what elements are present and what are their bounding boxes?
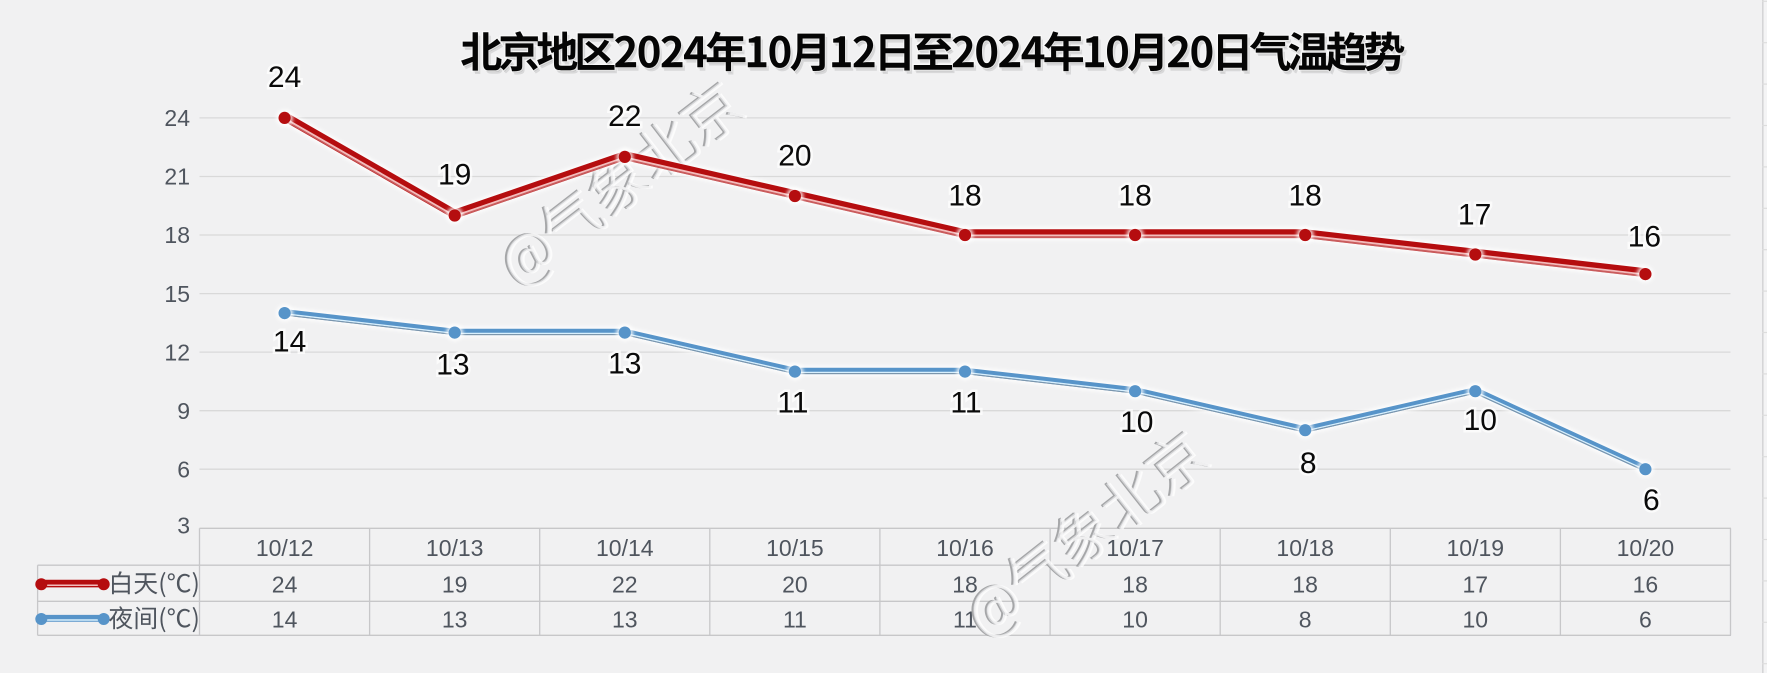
svg-text:10/17: 10/17 <box>1106 535 1164 561</box>
svg-text:10: 10 <box>1120 406 1153 439</box>
svg-text:13: 13 <box>436 349 469 382</box>
svg-text:24: 24 <box>164 105 190 131</box>
svg-text:18: 18 <box>1118 179 1151 212</box>
svg-text:10: 10 <box>1122 606 1148 632</box>
svg-text:18: 18 <box>952 571 978 597</box>
svg-text:13: 13 <box>612 606 638 632</box>
svg-text:17: 17 <box>1463 571 1489 597</box>
svg-text:22: 22 <box>612 571 638 597</box>
svg-text:19: 19 <box>438 159 471 192</box>
svg-text:18: 18 <box>1289 179 1322 212</box>
svg-text:11: 11 <box>783 606 807 632</box>
svg-text:11: 11 <box>777 386 808 419</box>
svg-text:10/13: 10/13 <box>426 535 484 561</box>
svg-text:10/12: 10/12 <box>256 535 314 561</box>
svg-text:10/19: 10/19 <box>1447 535 1505 561</box>
svg-text:15: 15 <box>164 281 190 307</box>
svg-text:18: 18 <box>948 179 981 212</box>
svg-text:8: 8 <box>1299 606 1312 632</box>
svg-text:10/14: 10/14 <box>596 535 654 561</box>
svg-text:6: 6 <box>1643 484 1660 517</box>
svg-text:10/16: 10/16 <box>936 535 994 561</box>
svg-text:10/15: 10/15 <box>766 535 824 561</box>
svg-text:10: 10 <box>1463 606 1489 632</box>
svg-text:16: 16 <box>1628 220 1661 253</box>
svg-text:18: 18 <box>164 222 190 248</box>
svg-text:13: 13 <box>608 348 641 381</box>
svg-text:20: 20 <box>782 571 808 597</box>
svg-text:10: 10 <box>1464 404 1497 437</box>
svg-text:19: 19 <box>442 571 468 597</box>
svg-text:18: 18 <box>1292 571 1318 597</box>
svg-text:16: 16 <box>1633 571 1659 597</box>
svg-text:17: 17 <box>1458 199 1491 232</box>
svg-text:14: 14 <box>273 326 306 359</box>
svg-text:6: 6 <box>177 456 190 482</box>
svg-text:12: 12 <box>164 339 190 365</box>
svg-text:10/18: 10/18 <box>1276 535 1334 561</box>
svg-text:14: 14 <box>272 606 298 632</box>
svg-text:20: 20 <box>778 140 811 173</box>
svg-text:18: 18 <box>1122 571 1148 597</box>
svg-text:11: 11 <box>953 606 977 632</box>
svg-text:22: 22 <box>608 100 641 133</box>
svg-text:10/20: 10/20 <box>1617 535 1675 561</box>
svg-text:8: 8 <box>1300 447 1317 480</box>
svg-text:24: 24 <box>268 61 301 94</box>
svg-text:21: 21 <box>164 164 190 190</box>
svg-text:24: 24 <box>272 571 298 597</box>
svg-text:13: 13 <box>442 606 468 632</box>
svg-text:9: 9 <box>177 398 190 424</box>
svg-text:3: 3 <box>177 513 190 539</box>
svg-text:6: 6 <box>1639 606 1652 632</box>
svg-text:11: 11 <box>950 386 981 419</box>
